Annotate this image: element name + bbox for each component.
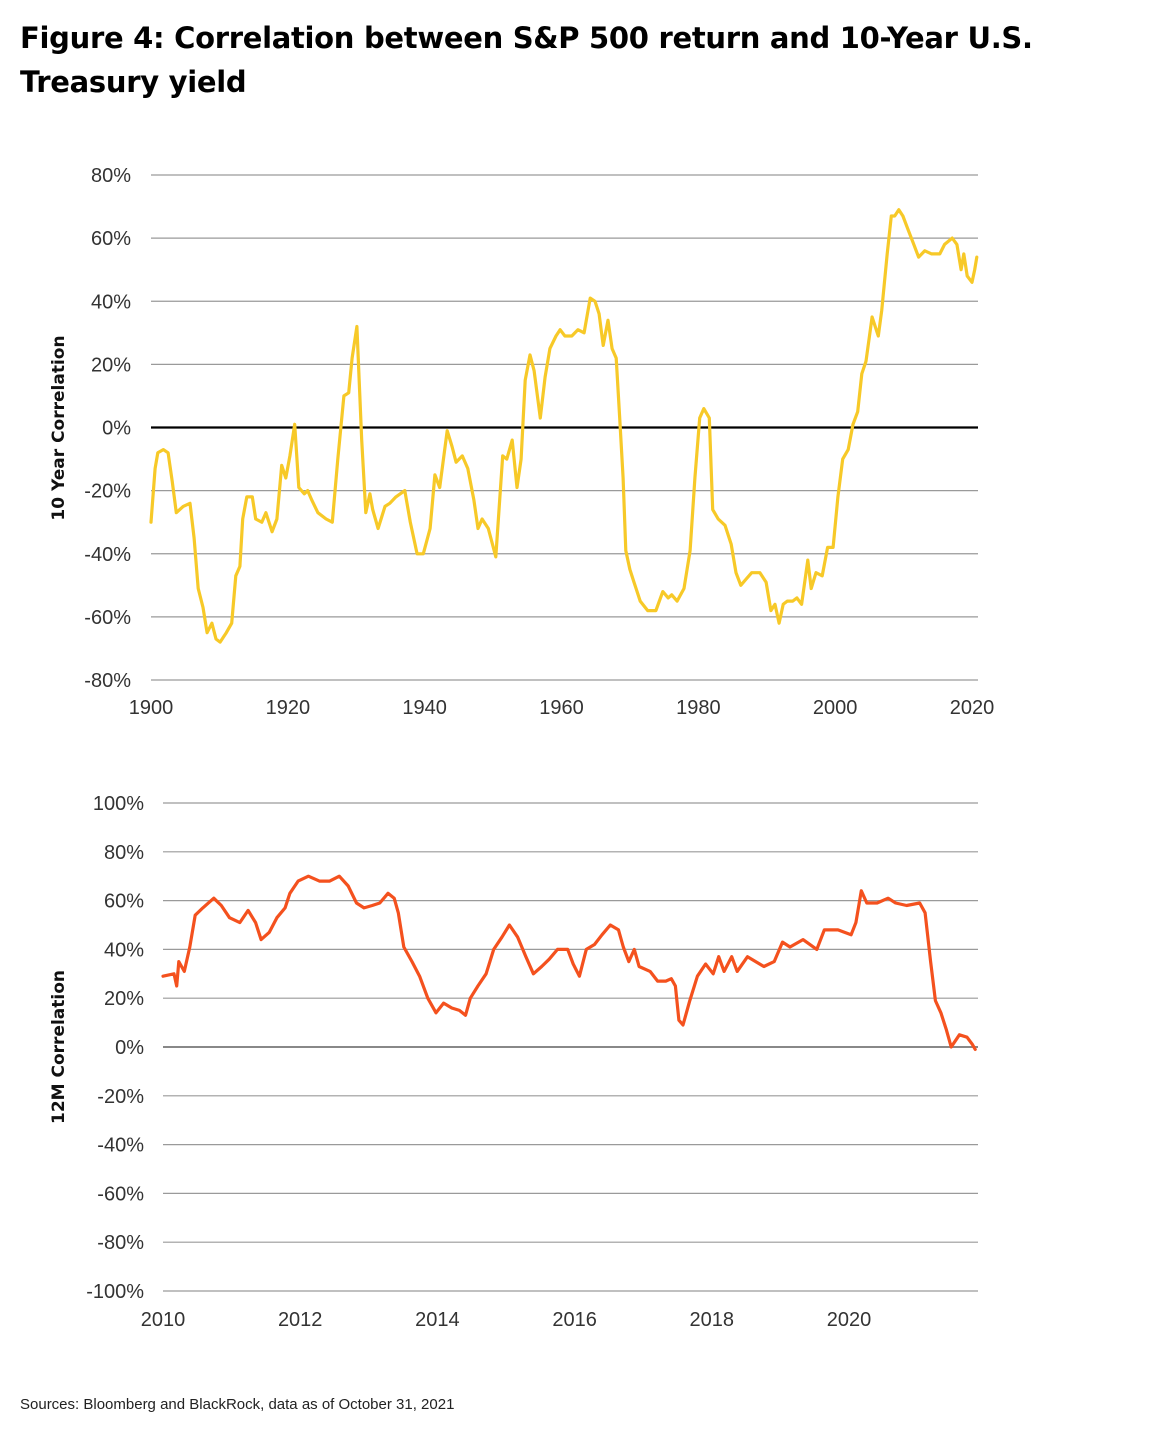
x-tick-label: 1960 [539,697,584,719]
y-tick-label: -40% [97,1135,144,1157]
x-tick-label: 1940 [402,697,447,719]
x-tick-label: 1920 [266,697,311,719]
top-chart-10-year-correlation: 80% 60% 40% 20% 0% -20% -40% -60% -80% 1900 1920 19… [49,165,994,719]
y-tick-label: -60% [84,607,131,629]
y-tick-label: 80% [91,165,131,187]
x-tick-label: 2000 [813,697,858,719]
y-tick-label: 0% [102,418,131,440]
y-tick-label: 60% [104,891,144,913]
y-tick-label: -80% [97,1232,144,1254]
y-tick-label: 40% [91,291,131,313]
y-tick-label: -80% [84,670,131,692]
series-line-12m-correlation [161,874,977,1051]
x-tick-label: 2010 [141,1309,186,1331]
figure-title: Figure 4: Correlation between S&P 500 re… [20,21,1033,99]
y-tick-label: -60% [97,1183,144,1205]
y-tick-label: -40% [84,544,131,566]
x-tick-label: 2020 [950,697,995,719]
source-note: Sources: Bloomberg and BlackRock, data a… [20,1396,455,1413]
bottom-chart-12m-correlation: 100% 80% 60% 40% 20% 0% -20% -40% -60% -80% -100% 2… [49,793,978,1331]
y-tick-label: 40% [104,939,144,961]
y-tick-label: -20% [84,481,131,503]
x-tick-label: 2014 [415,1309,460,1331]
x-tick-label: 1900 [129,697,174,719]
y-tick-label: 80% [104,842,144,864]
y-tick-label: 20% [91,354,131,376]
y-tick-label: -20% [97,1086,144,1108]
x-tick-label: 2020 [827,1309,872,1331]
y-tick-label: 0% [115,1037,144,1059]
y-tick-label: 100% [93,793,144,815]
y-tick-label: 20% [104,988,144,1010]
series-line-10-year-correlation [149,208,979,644]
x-tick-label: 2018 [690,1309,735,1331]
y-axis-label: 12M Correlation [49,970,69,1124]
x-tick-label: 1980 [676,697,721,719]
x-tick-label: 2012 [278,1309,323,1331]
y-axis-label: 10 Year Correlation [49,335,69,520]
y-tick-label: 60% [91,228,131,250]
x-tick-label: 2016 [552,1309,597,1331]
y-tick-label: -100% [86,1281,144,1303]
